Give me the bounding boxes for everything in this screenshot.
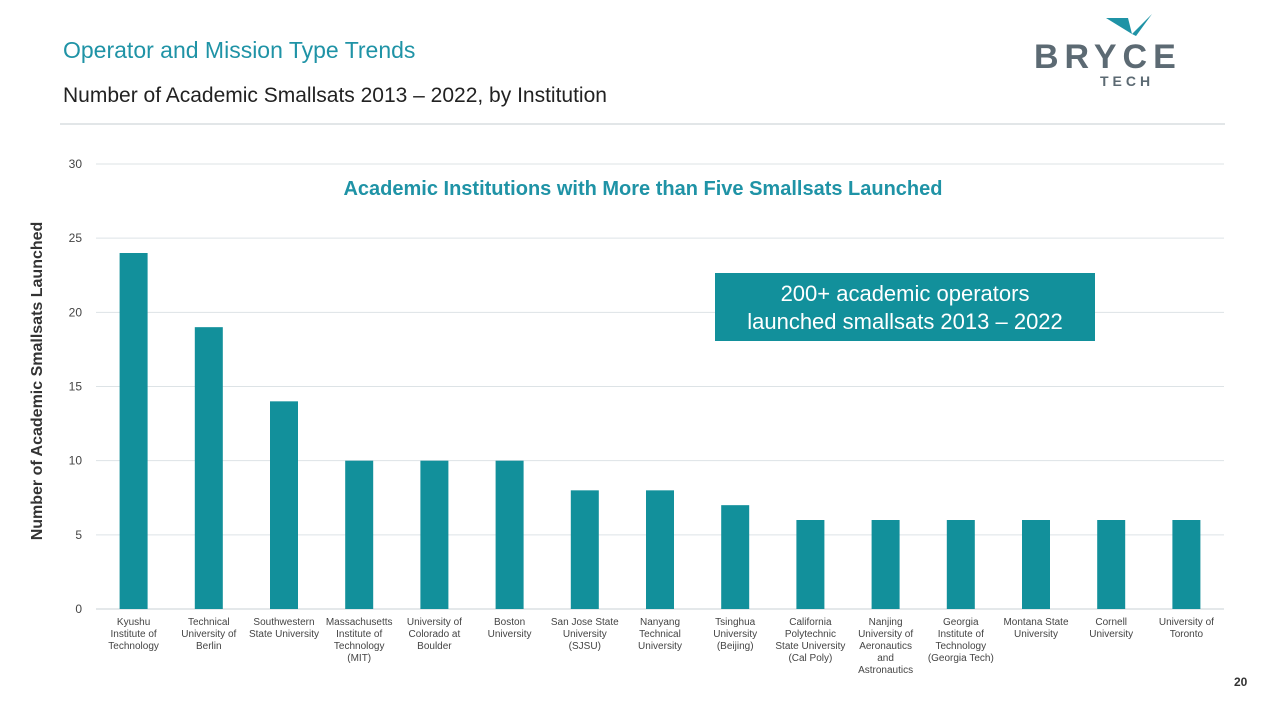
x-tick-label: (Georgia Tech)	[928, 653, 994, 664]
x-tick-label: State University	[775, 641, 845, 652]
y-tick-label: 10	[69, 454, 83, 468]
x-tick-label: Cornell	[1095, 617, 1127, 628]
callout-box: 200+ academic operators launched smallsa…	[715, 273, 1095, 341]
x-tick-label: Institute of	[336, 629, 382, 640]
x-tick-label: University	[638, 641, 682, 652]
x-tick-label: State University	[249, 629, 319, 640]
x-tick-label: Berlin	[196, 641, 222, 652]
y-tick-label: 5	[75, 528, 82, 542]
x-tick-label: University	[1089, 629, 1133, 640]
page-number: 20	[1234, 675, 1248, 689]
x-tick-label: University	[1014, 629, 1058, 640]
x-tick-label: San Jose State	[551, 617, 619, 628]
x-tick-label: University	[563, 629, 607, 640]
x-tick-label: Montana State	[1003, 617, 1068, 628]
y-tick-label: 25	[69, 231, 83, 245]
y-tick-label: 30	[69, 157, 83, 171]
bar	[946, 520, 975, 609]
chart-title: Academic Institutions with More than Fiv…	[343, 178, 942, 200]
x-tick-label: and	[877, 653, 894, 664]
bar	[1022, 520, 1050, 609]
page-title: Operator and Mission Type Trends	[63, 37, 416, 63]
x-tick-label: Boston	[494, 617, 525, 628]
bar	[420, 460, 449, 609]
x-tick-label: (Beijing)	[717, 641, 754, 652]
bar	[1097, 520, 1126, 609]
x-tick-label: Kyushu	[117, 617, 150, 628]
bar	[495, 460, 524, 609]
page-subtitle: Number of Academic Smallsats 2013 – 2022…	[63, 84, 607, 107]
y-tick-labels: 0 5 10 15 20 25 30	[69, 157, 83, 616]
bar	[570, 490, 599, 609]
y-axis-label: Number of Academic Smallsats Launched	[29, 222, 46, 541]
bar	[871, 520, 900, 609]
x-tick-label: Massachusetts	[326, 617, 393, 628]
x-tick-label: Technical	[188, 617, 230, 628]
x-tick-label: (SJSU)	[569, 641, 601, 652]
header-divider	[60, 123, 1225, 125]
brycetech-logo: BRYCE TECH	[1030, 14, 1230, 94]
x-tick-label: (MIT)	[347, 653, 371, 664]
bar	[345, 460, 374, 609]
x-tick-label: University	[713, 629, 757, 640]
x-tick-label: Boulder	[417, 641, 452, 652]
x-tick-label: (Cal Poly)	[788, 653, 832, 664]
x-tick-label: Nanjing	[869, 617, 903, 628]
x-tick-label: Colorado at	[409, 629, 461, 640]
x-tick-label: Technology	[108, 641, 159, 652]
x-tick-label: University of	[181, 629, 236, 640]
bar	[194, 327, 223, 609]
x-tick-label: University	[488, 629, 532, 640]
x-tick-label: California	[789, 617, 832, 628]
x-tick-label: Institute of	[938, 629, 984, 640]
bar	[1172, 520, 1201, 609]
checkmark-logo-icon	[1106, 14, 1152, 36]
x-tick-label: Tsinghua	[715, 617, 755, 628]
x-tick-label: Technology	[936, 641, 987, 652]
chart-bars	[119, 253, 1201, 609]
bar	[721, 505, 750, 609]
y-tick-label: 15	[69, 380, 83, 394]
x-tick-label: Institute of	[111, 629, 157, 640]
x-tick-label: University of	[858, 629, 913, 640]
x-tick-label: Polytechnic	[785, 629, 836, 640]
bar	[119, 253, 148, 609]
x-tick-label: Technology	[334, 641, 385, 652]
x-tick-label: Astronautics	[858, 665, 913, 676]
logo-brand: BRYCE	[1034, 38, 1182, 76]
bar	[646, 490, 674, 609]
x-tick-label: Aeronautics	[859, 641, 912, 652]
x-tick-label: Toronto	[1170, 629, 1204, 640]
logo-sub: TECH	[1100, 73, 1155, 89]
x-tick-label: University of	[407, 617, 462, 628]
bar	[796, 520, 825, 609]
bar	[270, 401, 298, 609]
x-tick-label: University of	[1159, 617, 1214, 628]
x-tick-label: Technical	[639, 629, 681, 640]
y-tick-label: 0	[75, 602, 82, 616]
y-tick-label: 20	[69, 305, 83, 319]
x-tick-label: Nanyang	[640, 617, 680, 628]
x-tick-label: Georgia	[943, 617, 979, 628]
x-tick-label: Southwestern	[253, 617, 314, 628]
